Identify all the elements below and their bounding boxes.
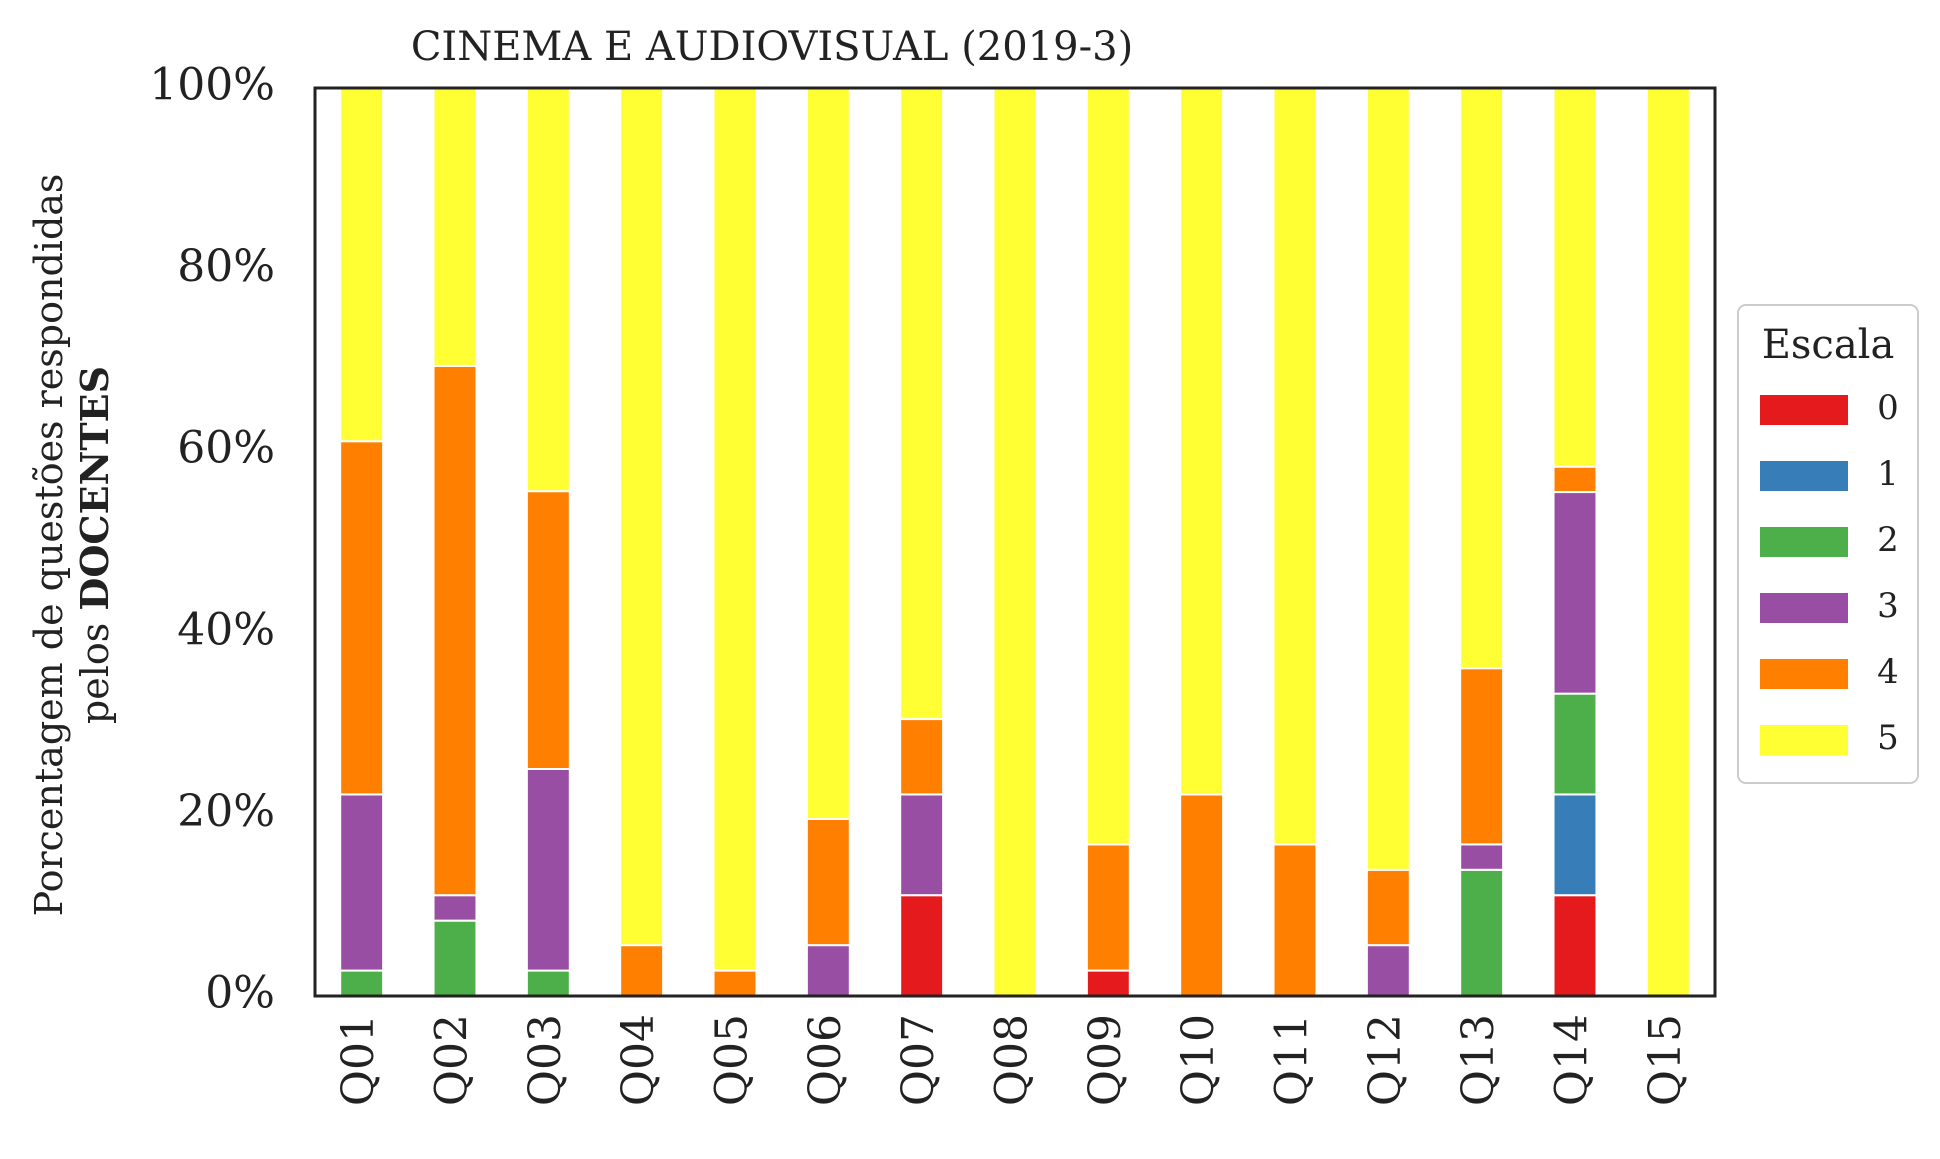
legend: Escala 0 1 2 3 4 5 <box>1737 304 1919 784</box>
x-tick-label-q03: Q03 <box>520 1014 571 1106</box>
x-tick-label-q09: Q09 <box>1080 1014 1131 1106</box>
bar-q01-scale-3 <box>339 793 385 972</box>
y-tick-label-0: 0% <box>205 968 275 1019</box>
x-tick-label-q14: Q14 <box>1547 1014 1598 1106</box>
bar-q05-scale-5 <box>712 87 758 972</box>
bar-q05-scale-4 <box>712 969 758 998</box>
bar-q13-scale-5 <box>1459 87 1505 670</box>
y-axis-ticks: 0% 20% 40% 60% 80% 100% <box>149 60 275 1019</box>
y-axis-label-prefix: pelos <box>73 611 117 724</box>
bar-q14-scale-3 <box>1552 491 1598 695</box>
legend-swatch-5 <box>1760 725 1848 755</box>
bar-q12-scale-3 <box>1365 944 1411 998</box>
bar-q02-scale-4 <box>432 364 478 897</box>
y-axis-label-line2: pelos DOCENTES <box>72 366 117 724</box>
bar-q01-scale-5 <box>339 87 385 443</box>
bar-q06-scale-5 <box>805 87 851 820</box>
bar-q09-scale-0 <box>1085 969 1131 998</box>
bar-q14-scale-1 <box>1552 793 1598 897</box>
x-tick-label-q15: Q15 <box>1640 1014 1691 1106</box>
x-tick-label-q04: Q04 <box>613 1014 664 1106</box>
legend-label-2: 2 <box>1877 520 1899 560</box>
bar-q03-scale-5 <box>525 87 571 493</box>
legend-swatch-0 <box>1760 395 1848 425</box>
legend-label-1: 1 <box>1877 454 1899 494</box>
chart-title: CINEMA E AUDIOVISUAL (2019-3) <box>411 24 1133 70</box>
bar-q09-scale-4 <box>1085 843 1131 972</box>
bar-q13-scale-3 <box>1459 843 1505 871</box>
bar-q01-scale-2 <box>339 969 385 998</box>
bar-q04-scale-4 <box>619 944 665 998</box>
y-axis-label: Porcentagem de questões respondidas pelo… <box>27 174 117 917</box>
x-tick-label-q06: Q06 <box>800 1014 851 1106</box>
bars-layer <box>339 87 1691 998</box>
y-tick-label-40: 40% <box>177 604 275 655</box>
bar-q07-scale-0 <box>899 894 945 998</box>
bar-q14-scale-4 <box>1552 465 1598 494</box>
bar-q11-scale-4 <box>1272 843 1318 997</box>
bar-q10-scale-4 <box>1179 793 1225 997</box>
bar-q06-scale-3 <box>805 944 851 998</box>
bar-q12-scale-5 <box>1365 87 1411 871</box>
y-tick-label-60: 60% <box>177 423 275 474</box>
legend-label-3: 3 <box>1877 586 1899 626</box>
legend-label-5: 5 <box>1877 718 1899 758</box>
bar-q07-scale-4 <box>899 718 945 796</box>
legend-swatch-1 <box>1760 461 1848 491</box>
legend-swatch-4 <box>1760 659 1848 689</box>
legend-label-0: 0 <box>1877 388 1899 428</box>
bar-q14-scale-0 <box>1552 894 1598 998</box>
x-tick-label-q10: Q10 <box>1173 1014 1224 1106</box>
y-axis-label-line1: Porcentagem de questões respondidas <box>27 174 71 917</box>
bar-q07-scale-5 <box>899 87 945 721</box>
bar-q14-scale-2 <box>1552 692 1598 796</box>
plot-frame <box>313 86 1717 998</box>
x-tick-label-q05: Q05 <box>707 1014 758 1106</box>
y-tick-label-100: 100% <box>149 60 275 111</box>
bar-q02-scale-5 <box>432 87 478 367</box>
legend-items: 0 1 2 3 4 5 <box>1760 388 1899 758</box>
bar-q13-scale-4 <box>1459 667 1505 846</box>
bar-q01-scale-4 <box>339 440 385 796</box>
y-tick-label-20: 20% <box>177 786 275 837</box>
bar-q14-scale-5 <box>1552 87 1598 468</box>
x-tick-label-q01: Q01 <box>333 1014 384 1106</box>
bar-q07-scale-3 <box>899 793 945 897</box>
x-tick-label-q11: Q11 <box>1267 1014 1318 1106</box>
x-tick-label-q13: Q13 <box>1453 1014 1504 1106</box>
y-tick-label-80: 80% <box>177 241 275 292</box>
legend-title: Escala <box>1762 322 1895 368</box>
y-axis-label-bold: DOCENTES <box>72 366 117 611</box>
legend-label-4: 4 <box>1877 652 1899 692</box>
bar-q10-scale-5 <box>1179 87 1225 796</box>
x-axis-ticks: Q01 Q02 Q03 Q04 Q05 Q06 Q07 Q08 Q09 Q10 Q11 Q12 Q13 Q… <box>333 1014 1691 1106</box>
x-tick-label-q07: Q07 <box>893 1014 944 1106</box>
x-tick-label-q12: Q12 <box>1360 1014 1411 1106</box>
x-tick-label-q08: Q08 <box>987 1014 1038 1106</box>
bar-q02-scale-2 <box>432 919 478 998</box>
bar-q11-scale-5 <box>1272 87 1318 846</box>
bar-q09-scale-5 <box>1085 87 1131 846</box>
x-tick-label-q02: Q02 <box>427 1014 478 1106</box>
legend-swatch-3 <box>1760 593 1848 623</box>
bar-q04-scale-5 <box>619 87 665 947</box>
legend-swatch-2 <box>1760 527 1848 557</box>
bar-q06-scale-4 <box>805 817 851 947</box>
bar-q03-scale-4 <box>525 490 571 770</box>
bar-q13-scale-2 <box>1459 868 1505 997</box>
bar-q03-scale-2 <box>525 969 571 998</box>
bar-q15-scale-5 <box>1645 87 1691 997</box>
bar-q03-scale-3 <box>525 768 571 972</box>
bar-q12-scale-4 <box>1365 868 1411 947</box>
bar-q08-scale-5 <box>992 87 1038 997</box>
bar-q02-scale-3 <box>432 894 478 922</box>
